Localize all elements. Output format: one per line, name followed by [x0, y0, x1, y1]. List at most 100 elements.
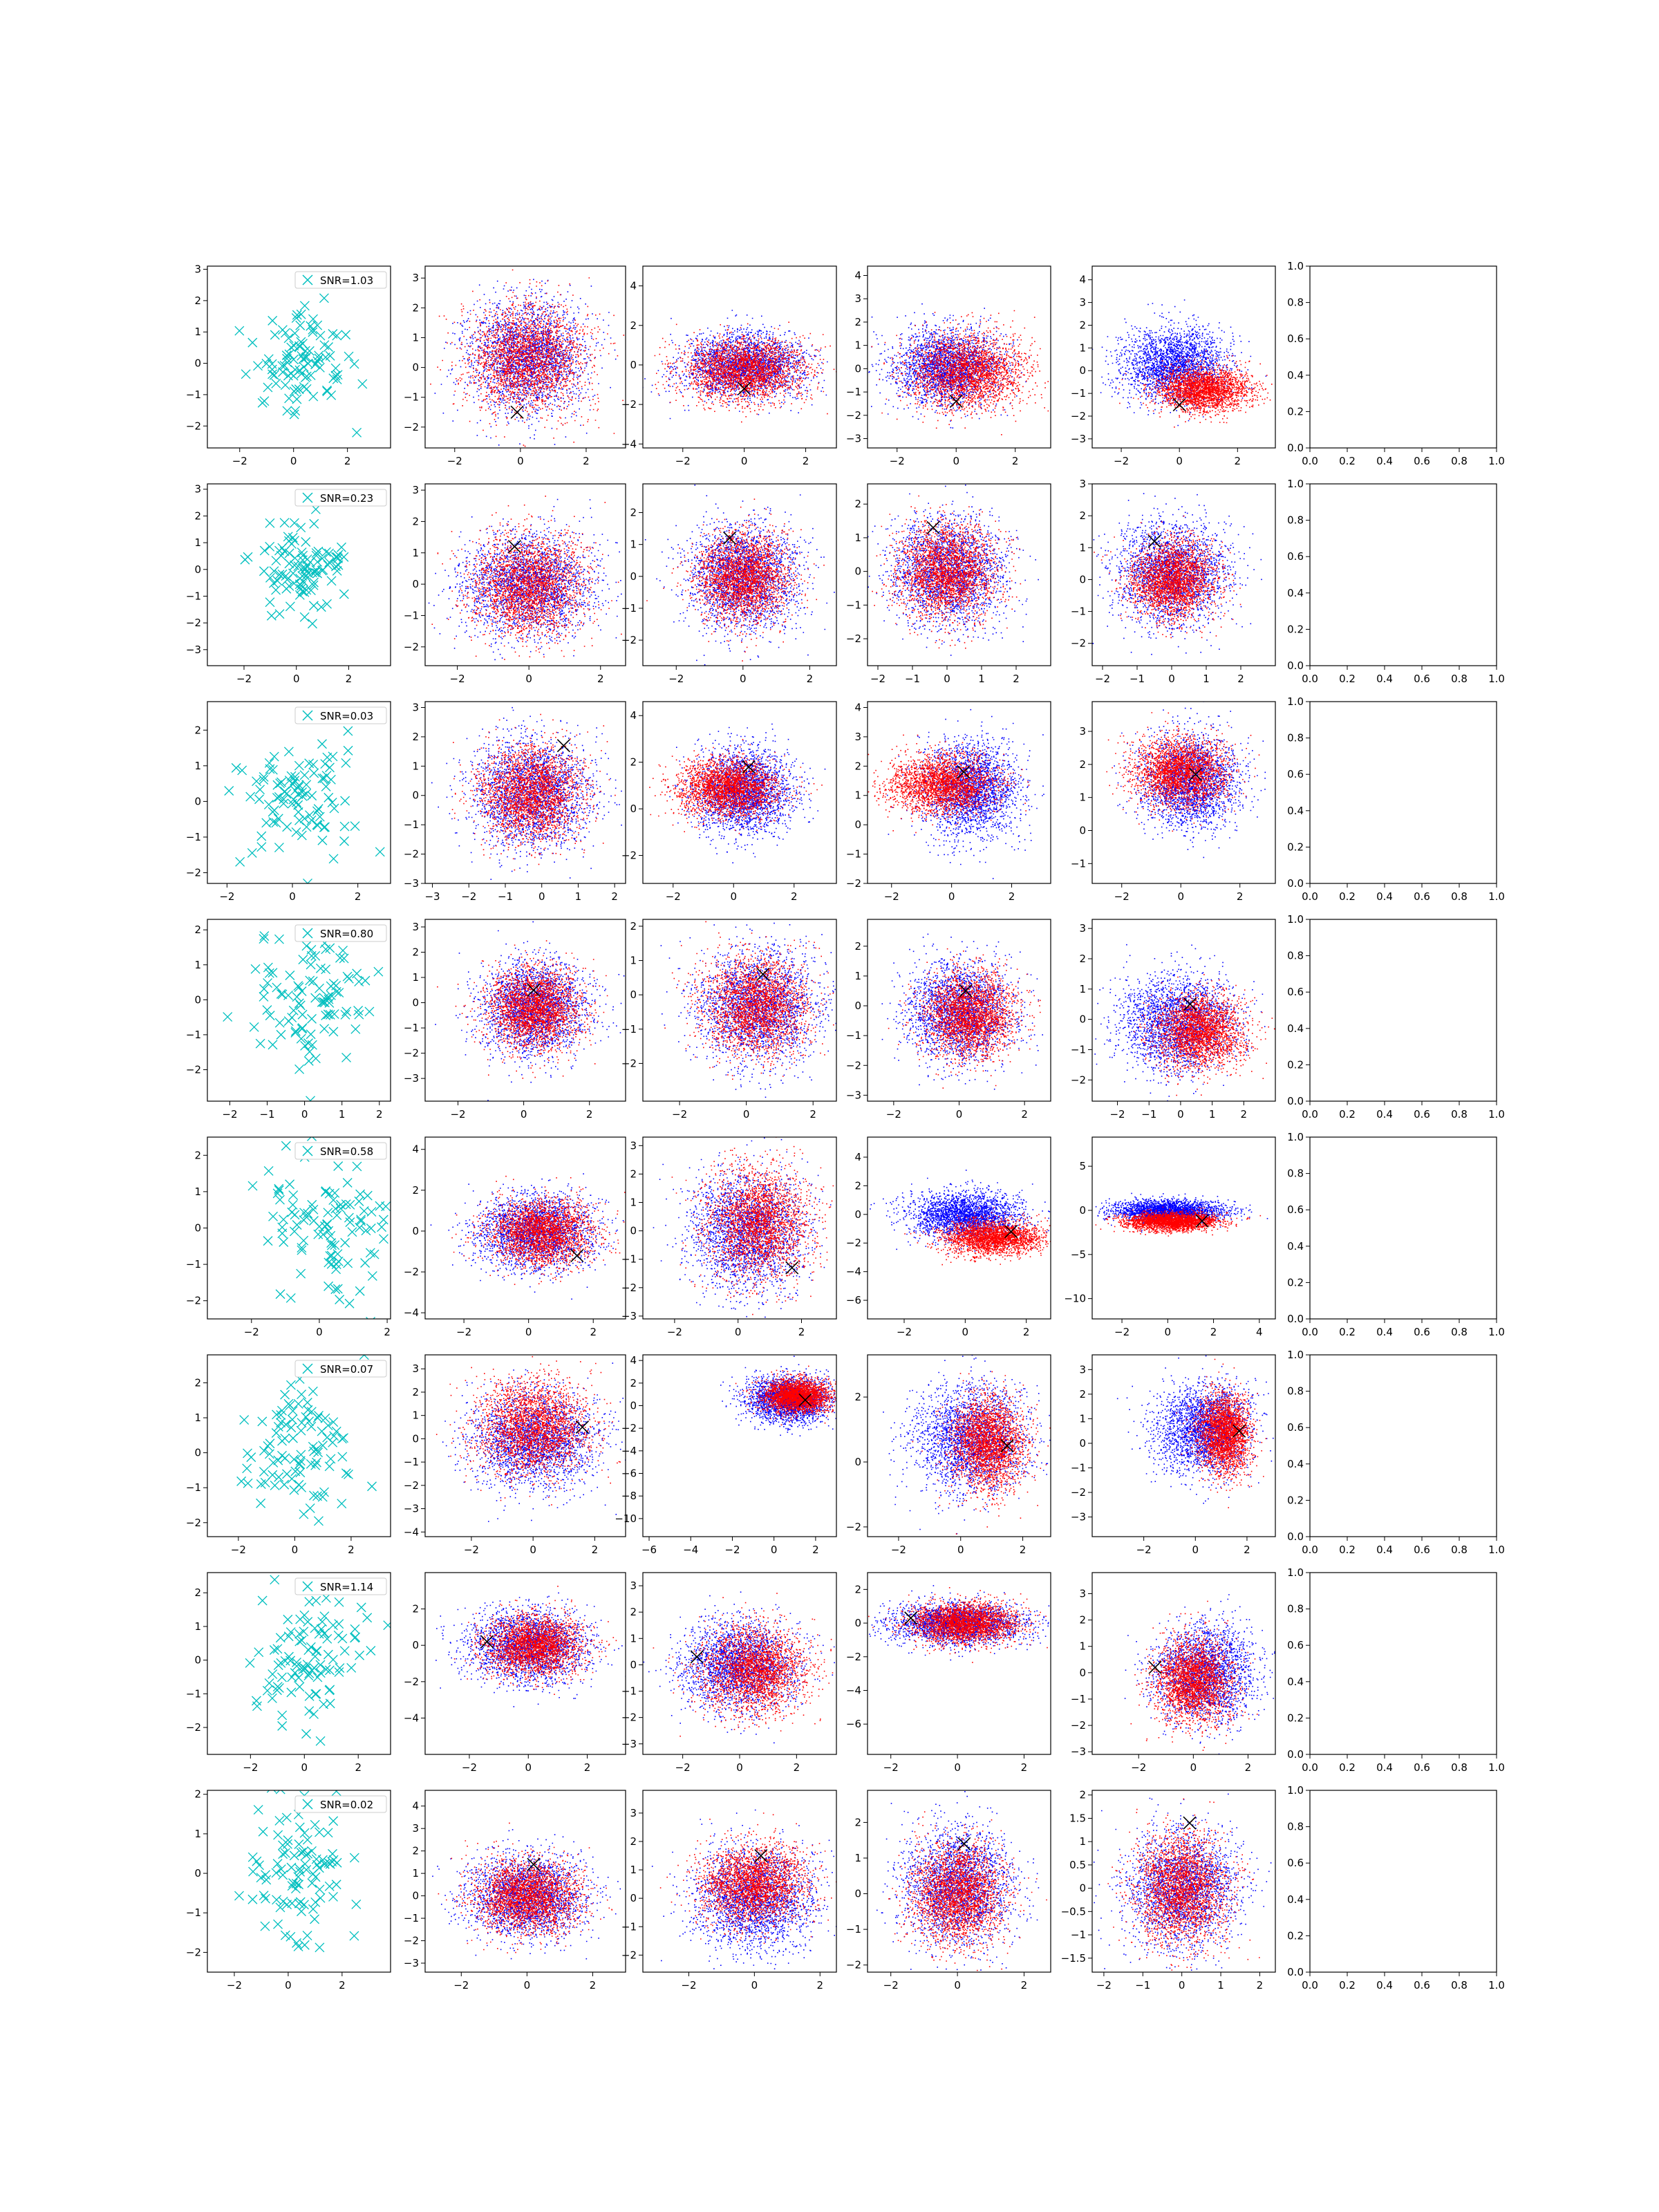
- y-tick-label: 1: [194, 1412, 201, 1424]
- x-tick-label: −2: [222, 1108, 237, 1121]
- y-tick-label: 1: [854, 789, 861, 802]
- y-tick-label: −2: [621, 1712, 637, 1724]
- y-tick-label: −2: [621, 398, 637, 411]
- y-tick-label: 0: [412, 578, 419, 590]
- y-tick-label: 0: [194, 1222, 201, 1235]
- x-tick-label: 0.0: [1302, 1108, 1318, 1121]
- y-tick-label: 2: [1079, 1388, 1086, 1400]
- y-tick-label: −1: [186, 1481, 201, 1494]
- y-tick-label: 2: [1079, 1789, 1086, 1801]
- y-tick-label: 2: [630, 507, 637, 519]
- y-tick-label: −4: [404, 1306, 419, 1319]
- y-tick-label: 1: [194, 1620, 201, 1633]
- x-tick-label: −2: [453, 1979, 469, 1991]
- x-tick-label: 0.2: [1339, 1761, 1356, 1774]
- y-tick-label: −1: [404, 1912, 419, 1924]
- y-tick-label: −4: [846, 1684, 861, 1696]
- y-tick-label: −2: [1071, 1719, 1086, 1732]
- y-tick-label: 0.4: [1287, 805, 1304, 817]
- snr-legend-label: SNR=0.03: [320, 710, 373, 722]
- x-tick-label: 0.6: [1414, 455, 1430, 467]
- x-tick-label: −6: [641, 1544, 657, 1556]
- x-tick-label: 0.2: [1339, 1108, 1356, 1121]
- y-tick-label: 0.6: [1287, 1639, 1304, 1651]
- legend: SNR=1.14: [295, 1578, 386, 1595]
- x-tick-label: 2: [592, 1544, 599, 1556]
- y-tick-label: −2: [846, 1959, 861, 1971]
- y-tick-label: 1: [854, 532, 861, 544]
- x-tick-label: 2: [1210, 1326, 1217, 1338]
- x-tick-label: 1.0: [1488, 1108, 1505, 1121]
- legend: SNR=0.07: [295, 1360, 386, 1377]
- y-tick-label: 0.0: [1287, 1095, 1304, 1107]
- y-tick-label: −2: [846, 877, 861, 890]
- x-tick-label: 0: [948, 890, 955, 903]
- x-tick-label: 0: [735, 1326, 742, 1338]
- y-tick-label: −2: [186, 420, 201, 432]
- y-tick-label: −3: [846, 433, 861, 445]
- y-tick-label: −4: [404, 1712, 419, 1724]
- x-tick-label: −2: [1114, 455, 1129, 467]
- y-tick-label: 0.8: [1287, 1385, 1304, 1398]
- x-tick-label: 0: [301, 1761, 308, 1774]
- y-tick-label: −1: [186, 1258, 201, 1271]
- y-tick-label: −2: [1071, 1074, 1086, 1086]
- x-tick-label: −2: [1131, 1761, 1146, 1774]
- y-tick-label: 3: [630, 1580, 637, 1592]
- x-tick-label: 0: [1177, 890, 1184, 903]
- y-tick-label: −1: [404, 391, 419, 404]
- y-tick-label: 0.8: [1287, 514, 1304, 527]
- y-tick-label: −4: [846, 1266, 861, 1278]
- y-tick-label: −2: [846, 409, 861, 422]
- x-tick-label: −2: [456, 1326, 471, 1338]
- y-tick-label: 3: [412, 272, 419, 284]
- x-tick-label: 2: [1235, 455, 1241, 467]
- x-tick-label: −2: [675, 1761, 691, 1774]
- x-tick-label: 0.2: [1339, 890, 1356, 903]
- y-tick-label: −2: [846, 632, 861, 645]
- x-tick-label: 2: [344, 455, 351, 467]
- y-tick-label: 2: [194, 294, 201, 307]
- x-tick-label: −2: [883, 1979, 899, 1991]
- y-tick-label: 3: [412, 1362, 419, 1375]
- x-tick-label: 2: [1244, 1544, 1250, 1556]
- y-tick-label: 3: [1079, 725, 1086, 738]
- x-tick-label: 0.6: [1414, 1979, 1430, 1991]
- y-tick-label: −2: [846, 1059, 861, 1071]
- x-tick-label: 2: [1257, 1979, 1264, 1991]
- x-tick-label: 0: [953, 455, 959, 467]
- y-tick-label: 1: [194, 959, 201, 971]
- x-tick-label: 0: [740, 673, 747, 685]
- x-tick-label: −2: [231, 1544, 246, 1556]
- x-tick-label: 0.4: [1376, 455, 1393, 467]
- y-tick-label: 2: [630, 756, 637, 769]
- y-tick-label: 2: [630, 1606, 637, 1618]
- x-tick-label: 1.0: [1488, 1544, 1505, 1556]
- y-tick-label: 0: [194, 1447, 201, 1459]
- x-tick-label: 0.8: [1451, 1761, 1468, 1774]
- y-tick-label: 0.6: [1287, 768, 1304, 780]
- y-tick-label: 2: [194, 1149, 201, 1161]
- y-tick-label: 4: [412, 1143, 419, 1156]
- y-tick-label: 2: [854, 940, 861, 953]
- y-tick-label: 0.2: [1287, 841, 1304, 853]
- y-tick-label: 0.0: [1287, 1966, 1304, 1978]
- y-tick-label: −1: [404, 1456, 419, 1468]
- y-tick-label: 3: [412, 701, 419, 713]
- y-tick-label: −3: [1071, 433, 1086, 445]
- x-tick-label: 2: [339, 1979, 346, 1991]
- y-tick-label: 0.8: [1287, 950, 1304, 962]
- x-tick-label: 0: [736, 1761, 743, 1774]
- y-tick-label: 2: [194, 509, 201, 522]
- y-tick-label: −2: [1071, 1486, 1086, 1499]
- y-tick-label: −2: [404, 848, 419, 861]
- x-tick-label: 2: [1020, 1544, 1027, 1556]
- y-tick-label: −1: [186, 1906, 201, 1919]
- x-tick-label: 2: [1237, 673, 1244, 685]
- y-tick-label: −2: [621, 1057, 637, 1069]
- y-tick-label: −3: [404, 877, 419, 890]
- x-tick-label: 0.6: [1414, 890, 1430, 903]
- y-tick-label: 4: [412, 1800, 419, 1812]
- y-tick-label: −4: [404, 1526, 419, 1538]
